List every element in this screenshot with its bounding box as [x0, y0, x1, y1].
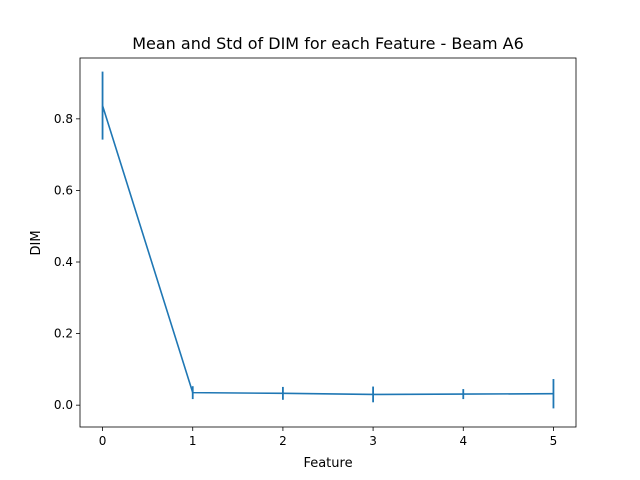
y-tick-label: 0.4: [54, 255, 73, 269]
plot-area: 0 1 2 3 4 5 0.0 0.2 0.4 0.6 0.8: [54, 57, 577, 448]
plot-frame: [79, 57, 577, 428]
x-tick-label: 4: [459, 434, 467, 448]
x-tick-label: 0: [99, 434, 107, 448]
series-line: [101, 105, 554, 396]
x-axis-label: Feature: [303, 456, 352, 471]
x-tick-label: 3: [369, 434, 377, 448]
y-tick-label: 0.8: [54, 112, 73, 126]
x-tick-label: 2: [279, 434, 287, 448]
y-axis-label: DIM: [29, 230, 44, 255]
x-tick-label: 5: [550, 434, 558, 448]
y-tick-label: 0.0: [54, 398, 73, 412]
chart-title: Mean and Std of DIM for each Feature - B…: [132, 34, 524, 53]
y-tick-label: 0.2: [54, 327, 73, 341]
x-tick-label: 1: [189, 434, 197, 448]
y-tick-label: 0.6: [54, 183, 73, 197]
